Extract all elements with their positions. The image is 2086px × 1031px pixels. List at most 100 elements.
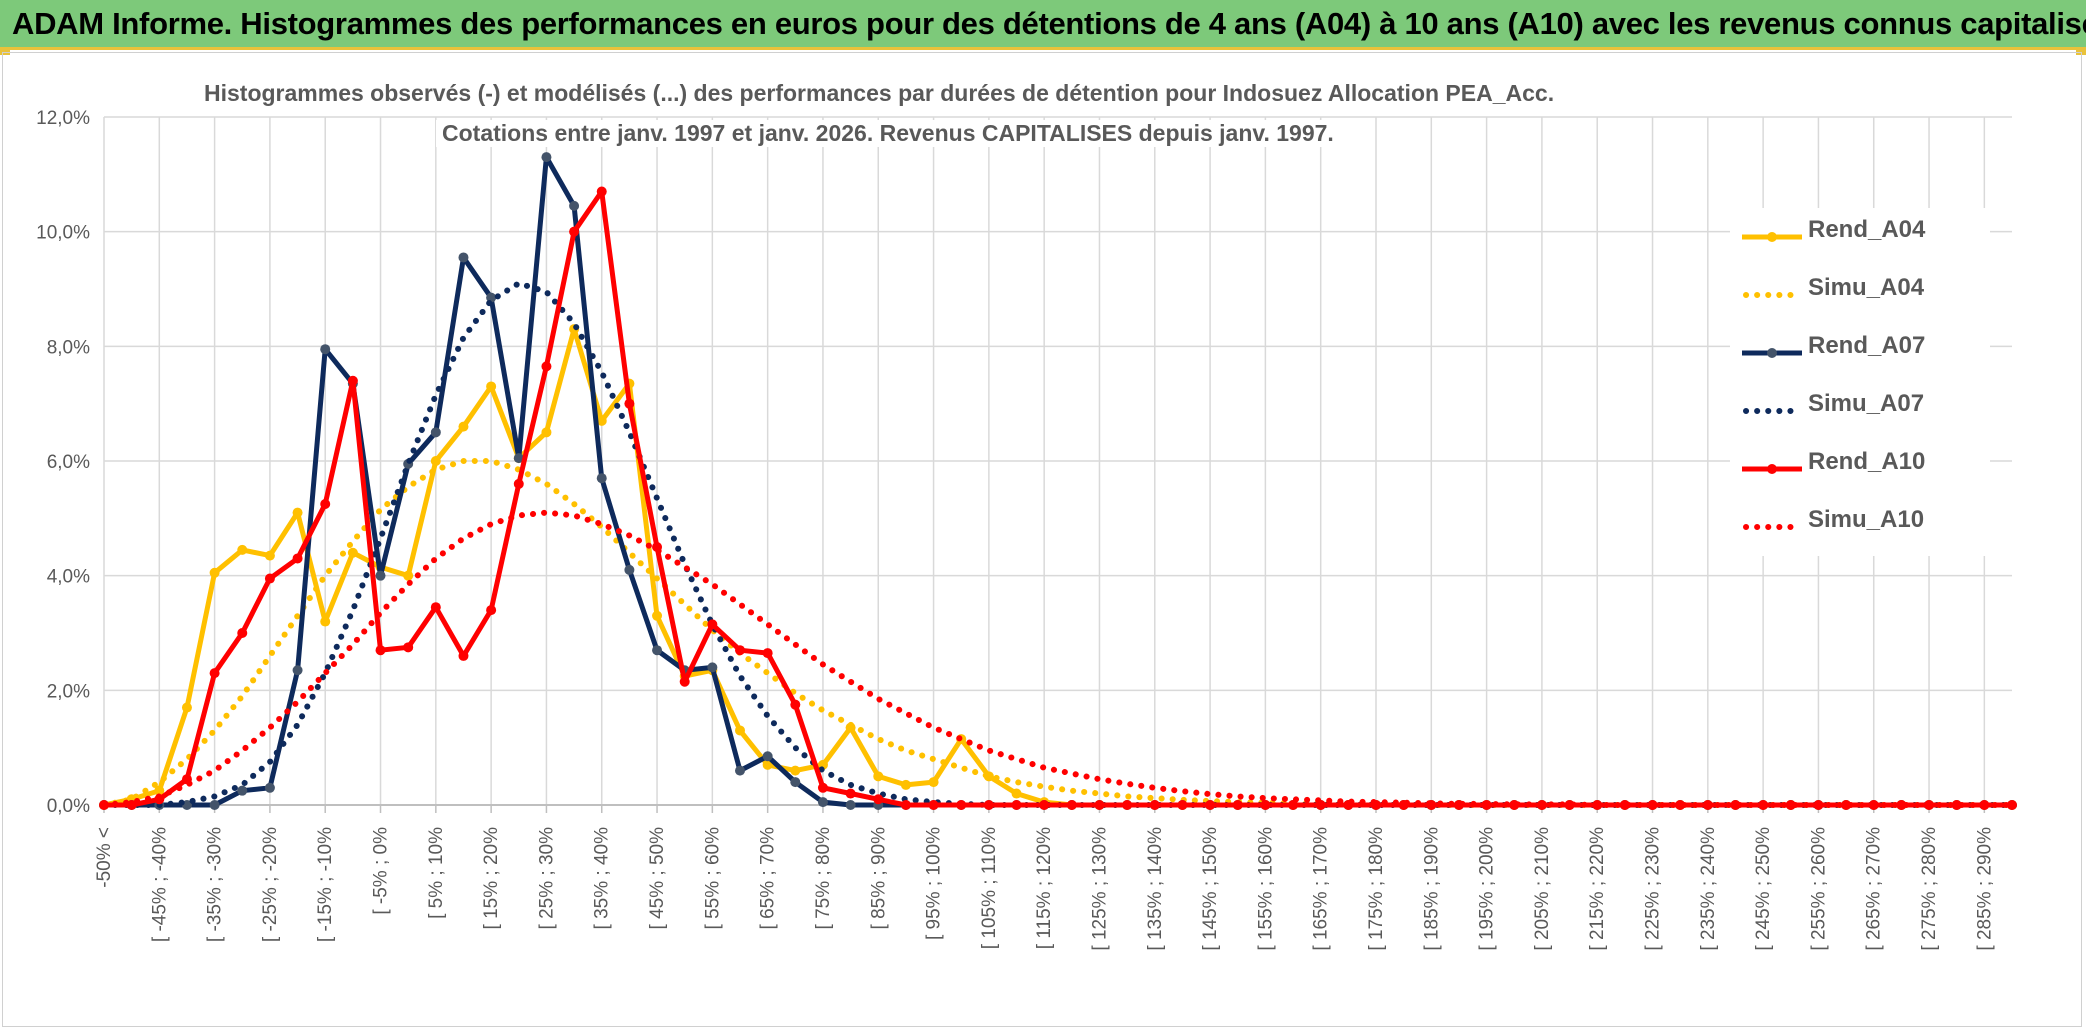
legend-swatch-marker (1767, 232, 1777, 242)
data-point-rend-a07 (541, 152, 552, 163)
data-point-rend-a07 (458, 252, 469, 263)
data-point-rend-a10 (596, 186, 607, 197)
x-tick-label: [ 145% ; 150% (1200, 827, 1221, 951)
data-point-rend-a04 (458, 421, 469, 432)
data-point-rend-a10 (320, 499, 331, 509)
y-tick-label: 6,0% (47, 452, 90, 473)
x-tick-label: [ 175% ; 180% (1366, 827, 1387, 951)
data-point-rend-a10 (347, 375, 358, 386)
data-point-rend-a04 (873, 771, 884, 782)
data-point-rend-a07 (320, 344, 331, 355)
data-point-rend-a10 (1232, 800, 1243, 810)
data-point-rend-a10 (624, 398, 635, 409)
data-point-rend-a04 (541, 427, 552, 438)
x-axis: -50% < [ -45% ; -40% [ -35% ; -30% [ -25% ;… (94, 804, 2012, 951)
data-point-rend-a10 (292, 553, 303, 564)
x-tick-label: [ 235% ; 240% (1698, 827, 1719, 951)
series-line-rend-a10 (101, 189, 2015, 808)
data-point-rend-a07 (375, 570, 386, 581)
legend-item: Simu_A04 (1730, 266, 1990, 324)
data-point-rend-a04 (320, 616, 331, 627)
x-tick-label: [ 135% ; 140% (1145, 827, 1166, 951)
data-point-rend-a04 (1011, 788, 1022, 799)
data-point-rend-a04 (181, 702, 192, 713)
series-layer (99, 152, 2017, 810)
chart-frame (2, 52, 2082, 1027)
data-point-rend-a07 (652, 645, 663, 656)
data-point-rend-a10 (707, 619, 718, 630)
data-point-rend-a07 (790, 777, 801, 788)
data-point-rend-a04 (347, 547, 358, 558)
data-point-rend-a07 (264, 782, 275, 793)
y-tick-label: 4,0% (47, 567, 90, 588)
data-point-rend-a04 (292, 507, 303, 518)
data-point-rend-a04 (154, 785, 165, 796)
data-point-rend-a10 (1841, 800, 1852, 810)
x-tick-label: [ 95% ; 100% (924, 827, 945, 940)
data-point-rend-a10 (983, 800, 994, 810)
x-tick-label: -50% < (94, 827, 115, 888)
x-tick-label: [ 285% ; 290% (1974, 827, 1995, 951)
data-point-rend-a04 (652, 610, 663, 621)
data-point-rend-a10 (1675, 800, 1686, 810)
data-point-rend-a10 (1122, 800, 1133, 810)
legend-label: Rend_A10 (1808, 448, 1926, 475)
x-tick-label: [ 15% ; 20% (481, 827, 502, 930)
data-point-rend-a10 (1149, 800, 1160, 810)
x-tick-label: [ 225% ; 230% (1643, 827, 1664, 951)
y-tick-label: 0,0% (47, 796, 90, 817)
x-tick-label: [ -35% ; -30% (205, 827, 226, 942)
series-line-simu-a10 (101, 509, 2015, 808)
data-point-rend-a10 (1177, 800, 1188, 810)
data-point-rend-a10 (1260, 800, 1271, 810)
data-point-rend-a07 (624, 564, 635, 575)
data-point-rend-a10 (375, 645, 386, 656)
data-point-rend-a04 (486, 381, 497, 392)
chart-title-line2: Cotations entre janv. 1997 et janv. 2026… (436, 120, 1340, 147)
x-tick-label: [ -5% ; 0% (371, 827, 392, 915)
legend-swatch-marker (1767, 348, 1777, 358)
report-header: ADAM Informe. Histogrammes des performan… (0, 0, 2086, 50)
x-tick-label: [ 215% ; 220% (1587, 827, 1608, 951)
data-point-rend-a10 (679, 676, 690, 687)
legend-label: Simu_A04 (1808, 274, 1925, 301)
y-tick-label: 8,0% (47, 337, 90, 358)
x-tick-label: [ 155% ; 160% (1255, 827, 1276, 951)
data-point-rend-a07 (513, 453, 524, 464)
data-point-rend-a10 (1094, 800, 1105, 810)
data-point-rend-a10 (513, 478, 524, 489)
data-point-rend-a04 (762, 759, 773, 770)
data-point-rend-a07 (292, 665, 303, 676)
legend-label: Rend_A04 (1808, 216, 1926, 243)
data-point-rend-a10 (735, 645, 745, 656)
data-point-rend-a04 (237, 544, 248, 555)
x-tick-label: [ 35% ; 40% (592, 827, 613, 930)
data-point-rend-a10 (900, 800, 911, 810)
legend-swatch (1742, 464, 1802, 474)
x-tick-label: [ -45% ; -40% (149, 827, 170, 942)
legend-label: Simu_A10 (1808, 506, 1925, 533)
x-tick-label: [ 265% ; 270% (1864, 827, 1885, 951)
series-line-rend-a04 (101, 326, 2015, 808)
legend-swatch (1743, 408, 1803, 414)
data-point-rend-a04 (209, 567, 220, 578)
data-point-rend-a07 (762, 751, 773, 762)
data-point-rend-a10 (1951, 800, 1962, 810)
report-title: ADAM Informe. Histogrammes des performan… (12, 6, 2086, 41)
data-point-rend-a04 (790, 765, 801, 776)
x-tick-label: [ 45% ; 50% (647, 827, 668, 930)
x-tick-label: [ 25% ; 30% (536, 827, 557, 930)
x-tick-label: [ 65% ; 70% (758, 827, 779, 930)
data-point-rend-a10 (1785, 800, 1796, 810)
data-point-rend-a10 (486, 605, 497, 616)
data-point-rend-a10 (569, 226, 580, 237)
legend-label: Simu_A07 (1808, 390, 1925, 417)
data-point-rend-a04 (928, 777, 939, 788)
data-point-rend-a04 (264, 550, 275, 561)
y-tick-label: 10,0% (36, 223, 90, 244)
x-tick-label: [ 85% ; 90% (868, 827, 889, 930)
x-tick-label: [ 255% ; 260% (1808, 827, 1829, 951)
legend-swatch (1743, 292, 1803, 298)
data-point-rend-a07 (707, 662, 718, 673)
legend-item: Rend_A04 (1730, 208, 1990, 266)
